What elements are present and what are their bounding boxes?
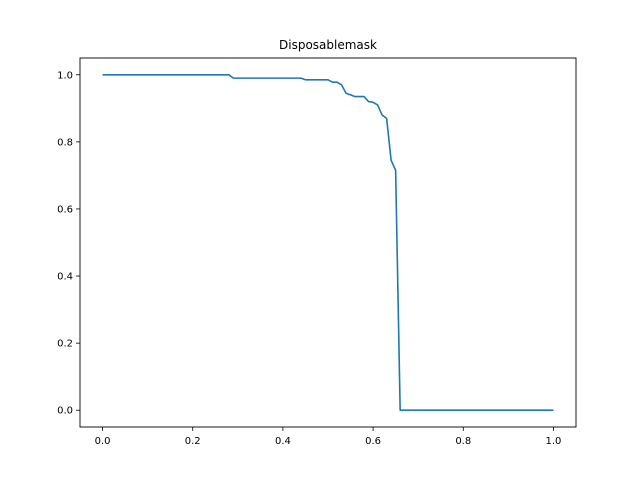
- y-axis: 0.0 0.2 0.4 0.6 0.8 1.0: [57, 70, 80, 417]
- y-tick-label: 0.6: [57, 204, 73, 215]
- y-tick-label: 0.8: [57, 137, 73, 148]
- x-tick-label: 1.0: [546, 436, 562, 447]
- x-tick-label: 0.0: [95, 436, 111, 447]
- plot-area: [80, 58, 576, 427]
- x-tick-label: 0.8: [455, 436, 471, 447]
- x-tick-label: 0.2: [185, 436, 201, 447]
- x-axis: 0.0 0.2 0.4 0.6 0.8 1.0: [95, 427, 562, 447]
- x-tick-label: 0.6: [365, 436, 381, 447]
- y-tick-label: 0.2: [57, 339, 73, 350]
- x-tick-label: 0.4: [275, 436, 291, 447]
- y-tick-label: 0.0: [57, 406, 73, 417]
- series-line: [102, 73, 554, 412]
- y-tick-label: 1.0: [57, 70, 73, 81]
- chart-title: Disposablemask: [279, 38, 377, 52]
- y-tick-label: 0.4: [57, 272, 73, 283]
- plot-frame: [79, 57, 577, 428]
